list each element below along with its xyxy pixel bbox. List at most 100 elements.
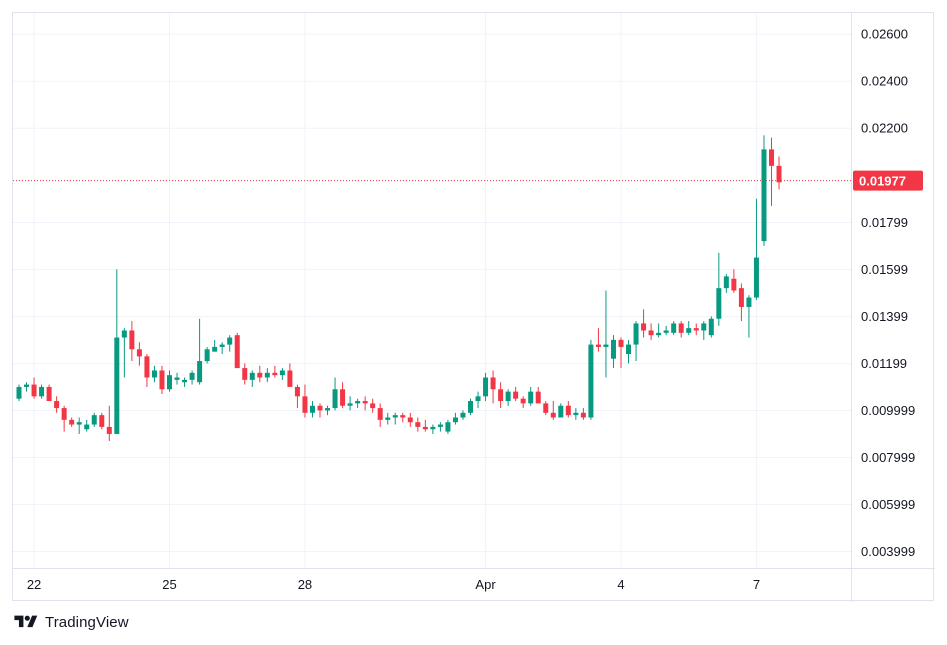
candle-down[interactable]: [272, 365, 278, 378]
candle-down[interactable]: [498, 382, 504, 409]
candle-up[interactable]: [603, 290, 609, 378]
candle-up[interactable]: [528, 386, 534, 406]
candle-down[interactable]: [31, 377, 37, 399]
candle-up[interactable]: [445, 419, 451, 434]
candle-down[interactable]: [362, 396, 368, 411]
candle-down[interactable]: [407, 412, 413, 427]
candle-up[interactable]: [671, 321, 677, 336]
candle-up[interactable]: [204, 346, 210, 364]
candle-down[interactable]: [422, 419, 428, 432]
candle-down[interactable]: [340, 382, 346, 409]
candle-up[interactable]: [708, 316, 714, 338]
candle-down[interactable]: [257, 365, 263, 383]
candle-up[interactable]: [701, 321, 707, 340]
candle-down[interactable]: [129, 321, 135, 362]
candle-up[interactable]: [167, 370, 172, 392]
candle-up[interactable]: [76, 417, 82, 434]
candle-up[interactable]: [212, 339, 218, 352]
candle-up[interactable]: [385, 412, 391, 425]
candle-down[interactable]: [513, 386, 519, 402]
candle-up[interactable]: [746, 295, 752, 338]
candle-up[interactable]: [249, 370, 255, 387]
candle-up[interactable]: [588, 339, 594, 420]
candle-up[interactable]: [573, 408, 579, 420]
candle-up[interactable]: [16, 384, 22, 402]
candle-up[interactable]: [633, 321, 639, 362]
candle-up[interactable]: [197, 318, 203, 385]
candle-down[interactable]: [731, 269, 737, 293]
candle-up[interactable]: [626, 339, 632, 364]
candle-up[interactable]: [761, 135, 767, 246]
candle-down[interactable]: [543, 401, 549, 416]
candle-up[interactable]: [279, 368, 285, 380]
candle-up[interactable]: [325, 405, 331, 416]
candle-up[interactable]: [663, 325, 669, 336]
candle-down[interactable]: [535, 386, 541, 404]
candle-up[interactable]: [468, 398, 473, 416]
candle-up[interactable]: [716, 252, 722, 326]
candle-up[interactable]: [475, 391, 481, 409]
candle-down[interactable]: [54, 396, 60, 413]
candle-down[interactable]: [317, 403, 323, 418]
candle-down[interactable]: [377, 403, 383, 427]
candle-down[interactable]: [294, 384, 300, 409]
candle-up[interactable]: [264, 368, 270, 383]
candle-up[interactable]: [452, 412, 458, 425]
candle-down[interactable]: [648, 323, 654, 340]
candle-down[interactable]: [769, 137, 774, 206]
candle-up[interactable]: [114, 269, 120, 434]
candle-up[interactable]: [430, 424, 436, 434]
candle-down[interactable]: [400, 412, 406, 423]
candle-up[interactable]: [505, 389, 511, 406]
price-axis[interactable]: 0.02600 0.02400 0.02200 0.01799 0.01599 0.013…: [861, 27, 915, 559]
candle-down[interactable]: [776, 156, 782, 190]
candle-up[interactable]: [219, 342, 225, 354]
candle-down[interactable]: [580, 408, 586, 420]
candle-down[interactable]: [242, 363, 248, 385]
candle-down[interactable]: [565, 401, 571, 418]
candle-down[interactable]: [678, 321, 684, 338]
candle-up[interactable]: [39, 384, 45, 399]
candle-down[interactable]: [46, 384, 52, 402]
candle-up[interactable]: [24, 382, 30, 392]
candle-up[interactable]: [558, 403, 564, 418]
candle-down[interactable]: [61, 405, 67, 432]
candle-up[interactable]: [91, 412, 97, 427]
candle-down[interactable]: [287, 363, 293, 387]
candle-up[interactable]: [656, 323, 662, 338]
candle-up[interactable]: [753, 198, 759, 300]
candle-up[interactable]: [437, 422, 443, 432]
candle-down[interactable]: [99, 412, 105, 430]
candle-up[interactable]: [392, 412, 398, 425]
candle-down[interactable]: [520, 396, 526, 409]
tradingview-brand[interactable]: TradingView: [13, 613, 129, 631]
candle-up[interactable]: [189, 370, 195, 385]
candle-up[interactable]: [84, 419, 90, 432]
candle-up[interactable]: [151, 365, 157, 383]
candle-down[interactable]: [106, 405, 112, 442]
candle-down[interactable]: [159, 365, 165, 394]
candle-down[interactable]: [490, 370, 496, 404]
candle-up[interactable]: [610, 335, 616, 369]
candle-down[interactable]: [144, 353, 150, 387]
candle-up[interactable]: [347, 396, 353, 411]
candle-up[interactable]: [355, 398, 361, 409]
candle-down[interactable]: [136, 342, 142, 366]
candle-down[interactable]: [302, 384, 308, 418]
candle-down[interactable]: [641, 309, 647, 338]
candle-up[interactable]: [483, 372, 489, 402]
candle-down[interactable]: [234, 332, 240, 369]
candle-down[interactable]: [370, 398, 376, 413]
candle-up[interactable]: [309, 401, 315, 418]
candle-down[interactable]: [738, 283, 744, 322]
time-axis[interactable]: 22 25 28 Apr 4 7: [27, 577, 760, 592]
candle-down[interactable]: [618, 337, 624, 369]
candle-down[interactable]: [693, 323, 699, 336]
candlestick-chart[interactable]: 0.02600 0.02400 0.02200 0.01799 0.01599 0.013…: [13, 13, 935, 602]
candle-down[interactable]: [69, 417, 75, 427]
candle-up[interactable]: [723, 274, 729, 293]
candle-down[interactable]: [415, 417, 421, 432]
candle-up[interactable]: [332, 377, 338, 411]
candle-up[interactable]: [686, 321, 692, 336]
candle-down[interactable]: [550, 401, 556, 420]
